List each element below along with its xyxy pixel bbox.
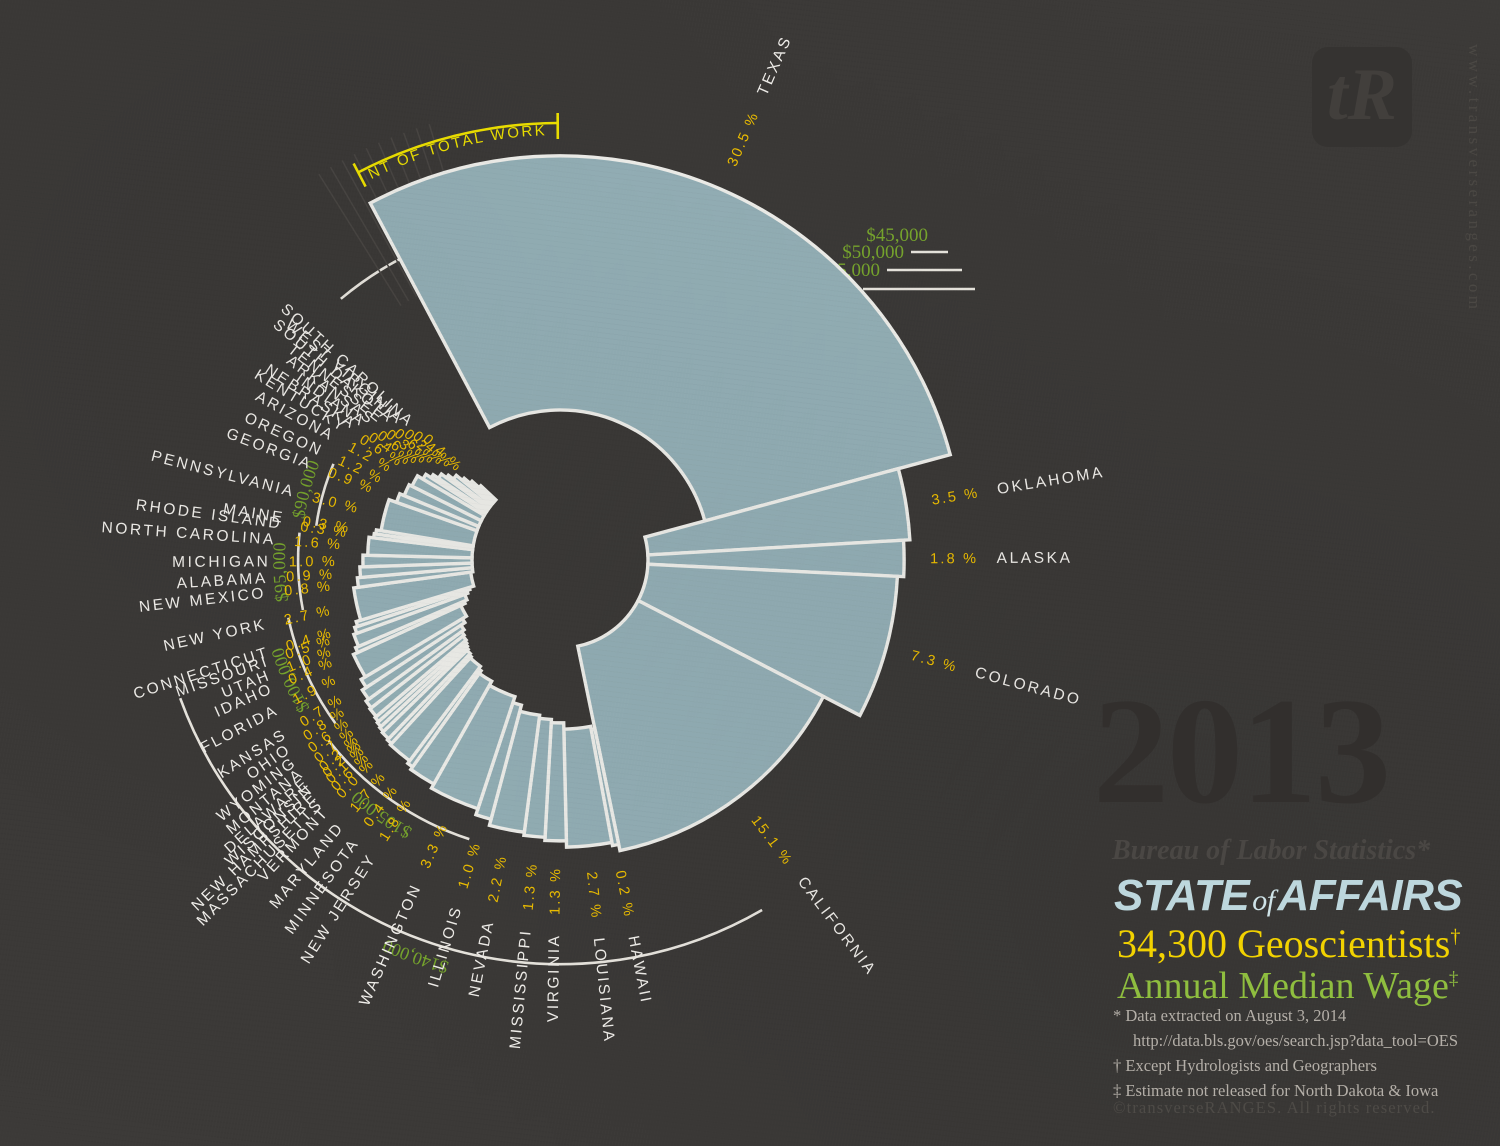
- annual-median-wage-text: Annual Median Wage: [1117, 965, 1449, 1007]
- footnote-dagger: † Except Hydrologists and Geographers: [1113, 1056, 1377, 1076]
- state-name: CALIFORNIA: [794, 874, 879, 979]
- wage-guide-arc: [287, 617, 337, 724]
- state-name: ALABAMA: [176, 570, 268, 593]
- state-wedge: [367, 154, 953, 523]
- annual-median-wage-label: Annual Median Wage‡: [1117, 964, 1458, 1008]
- state-label: 1.0 % MICHIGAN: [172, 553, 337, 570]
- state-name: MISSISSIPPI: [507, 928, 535, 1050]
- state-percent: 0.9 %: [286, 567, 335, 586]
- state-name: WASHINGTON: [356, 881, 425, 1009]
- website-url: www.transverseranges.com: [1465, 44, 1484, 313]
- label-group: 30.5 % TEXAS 3.5 % OKLAHOMA 1.8 % ALASKA 7.3 %…: [101, 33, 1106, 1050]
- state-wedge: [635, 562, 900, 718]
- percent-axis-arc: [357, 121, 558, 174]
- footnote-double-dagger: ‡ Estimate not released for North Dakota…: [1113, 1081, 1439, 1101]
- state-label: 0.9 % ALABAMA: [176, 567, 335, 593]
- wage-guide-arc: [315, 463, 335, 526]
- state-percent: 0.3 %: [302, 514, 352, 537]
- footnote-url: http://data.bls.gov/oes/search.jsp?data_…: [1133, 1031, 1459, 1051]
- state-label: 7.3 % COLORADO: [909, 648, 1083, 709]
- copyright-notice: ©transverseRANGES. All rights reserved.: [1113, 1098, 1436, 1117]
- state-percent: 3.3 %: [418, 821, 452, 871]
- percent-axis-cap: [352, 162, 367, 188]
- wage-guide-arc: [327, 739, 470, 841]
- wage-guide-arc: [178, 697, 763, 966]
- title-word-affairs: AFFAIRS: [1277, 871, 1463, 920]
- geoscientist-count: 34,300 Geoscientists†: [1117, 920, 1460, 967]
- state-name: ALASKA: [997, 550, 1073, 567]
- footnote-star: * Data extracted on August 3, 2014: [1113, 1006, 1347, 1025]
- wage-tick-label: $45,000: [866, 225, 928, 246]
- hub-guide-line: [341, 160, 418, 297]
- state-label: 30.5 % TEXAS: [725, 33, 796, 169]
- transverse-ranges-logo: tR: [1312, 47, 1412, 147]
- percent-axis-label: PERCENT OF TOTAL WORKFORCE: [0, 0, 547, 183]
- state-percent: 2.7 %: [283, 603, 333, 629]
- state-name: OKLAHOMA: [996, 464, 1106, 498]
- state-percent: 0.2 %: [612, 869, 637, 919]
- state-percent: 1.3 %: [547, 867, 564, 915]
- wage-tick-label: $95,000: [269, 542, 292, 603]
- poster-title: STATE ofAFFAIRS: [1114, 871, 1463, 921]
- state-label: 3.5 % OKLAHOMA: [930, 464, 1106, 509]
- year-label: 2013: [1093, 667, 1391, 835]
- state-percent: 1.8 %: [930, 551, 978, 567]
- hub-guide-line: [318, 173, 402, 306]
- state-wedge: [476, 483, 499, 504]
- state-percent: 15.1 %: [748, 813, 796, 869]
- state-name: MICHIGAN: [172, 553, 270, 570]
- title-word-of: of: [1252, 884, 1275, 917]
- state-name: VIRGINIA: [545, 933, 563, 1022]
- wage-tick-label: $50,000: [842, 242, 904, 263]
- state-percent: 1.6 %: [294, 534, 343, 553]
- state-label: 2.7 % LOUISIANA: [583, 871, 618, 1044]
- state-percent: 0.3 %: [299, 519, 349, 541]
- state-percent: 2.7 %: [583, 871, 604, 920]
- state-label: 0.2 % HAWAII: [612, 869, 655, 1006]
- state-name: LOUISIANA: [590, 937, 618, 1044]
- state-label: 1.3 % VIRGINIA: [545, 867, 564, 1023]
- logo-text: tR: [1327, 54, 1397, 136]
- state-name: TEXAS: [754, 33, 795, 98]
- state-percent: 30.5 %: [725, 109, 763, 169]
- state-percent: 0.8 %: [283, 578, 333, 599]
- geoscientist-count-text: 34,300 Geoscientists: [1117, 921, 1451, 966]
- state-name: COLORADO: [973, 664, 1083, 709]
- state-name: ILLINOIS: [425, 903, 465, 989]
- state-name: HAWAII: [624, 934, 654, 1006]
- state-label: 15.1 % CALIFORNIA: [748, 813, 880, 979]
- state-percent: 1.0 %: [289, 554, 337, 570]
- state-percent: 1.3 %: [521, 862, 541, 911]
- source-label: Bureau of Labor Statistics*: [1112, 835, 1431, 866]
- state-percent: 7.3 %: [909, 648, 960, 676]
- footnotes: * Data extracted on August 3, 2014 http:…: [1113, 1003, 1493, 1103]
- double-dagger-marker: ‡: [1448, 968, 1459, 990]
- state-wedge: [575, 598, 826, 853]
- state-label: 1.3 % MISSISSIPPI: [507, 862, 541, 1050]
- hub-guide-line: [329, 166, 410, 302]
- state-percent: 2.2 %: [486, 853, 511, 903]
- title-word-state: STATE: [1114, 871, 1250, 920]
- state-label: 1.8 % ALASKA: [930, 550, 1072, 568]
- state-percent: 1.0 %: [456, 840, 485, 891]
- wage-guide-arc: [296, 532, 305, 611]
- dagger-marker: †: [1450, 925, 1461, 948]
- state-percent: 3.5 %: [930, 485, 980, 508]
- wedge-group: [351, 154, 953, 853]
